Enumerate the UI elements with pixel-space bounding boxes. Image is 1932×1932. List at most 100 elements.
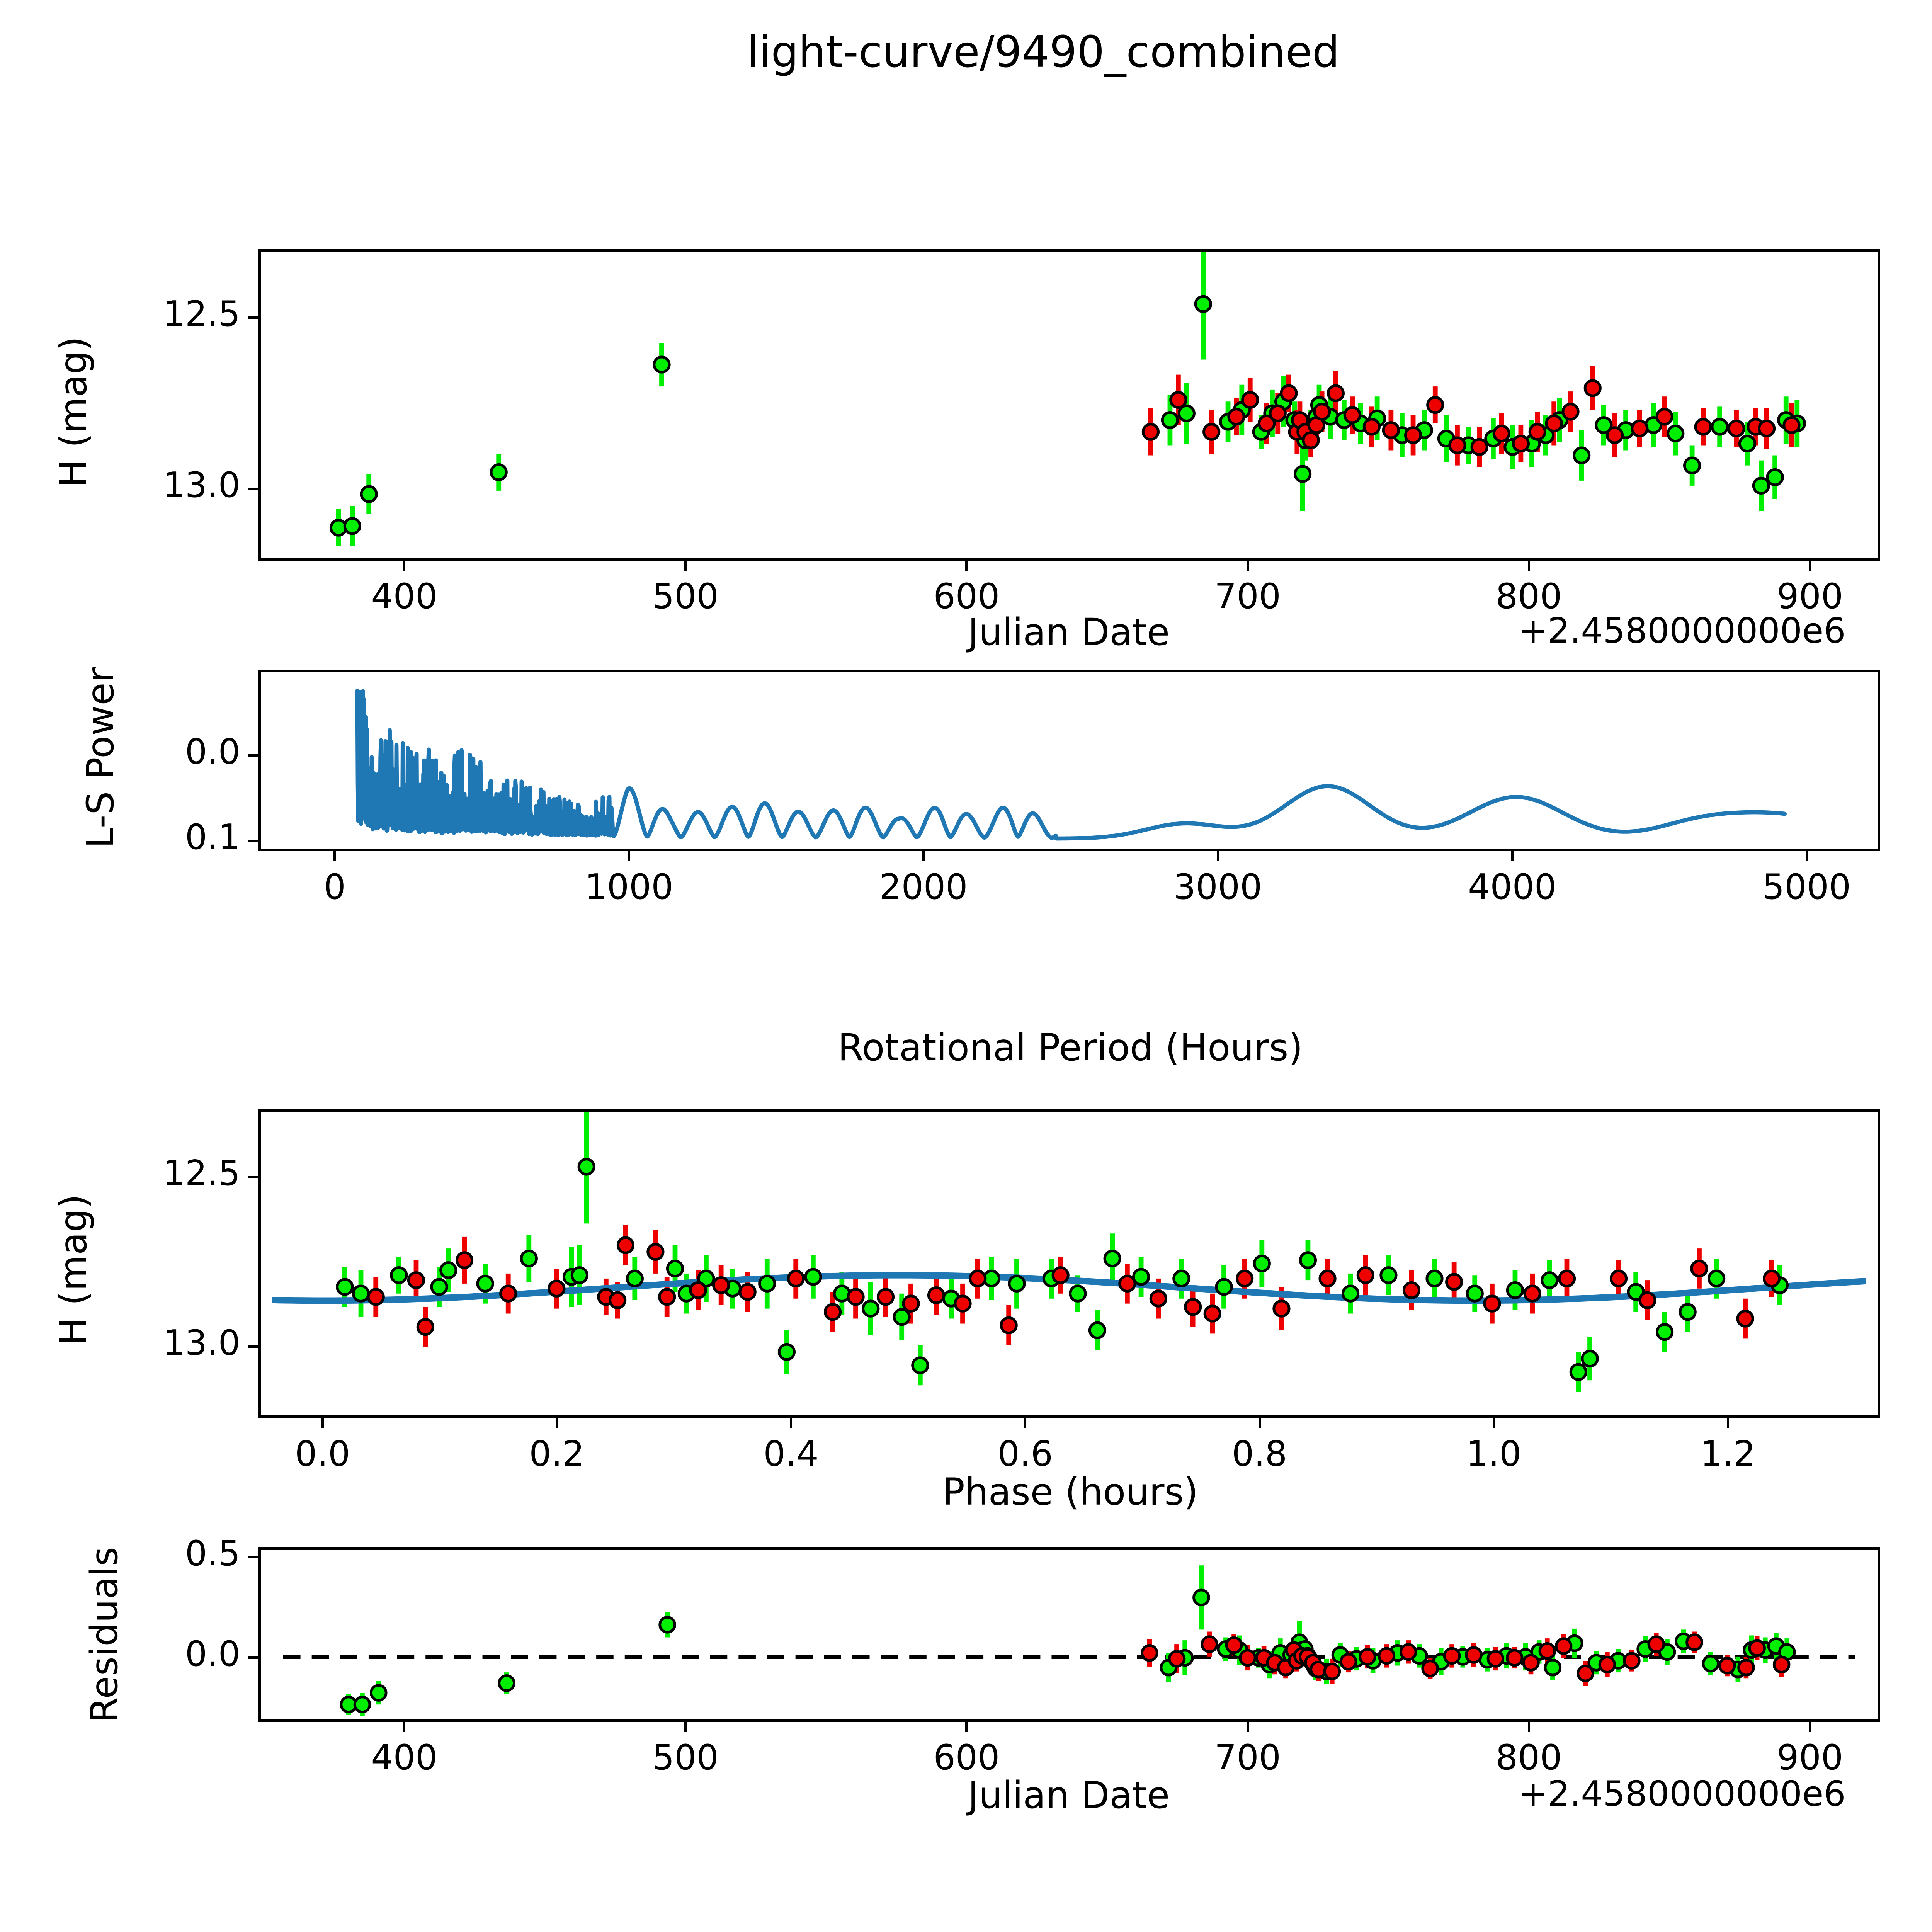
data-point	[1269, 404, 1287, 422]
x-tick-mark	[1527, 1722, 1530, 1732]
data-point	[1253, 1254, 1271, 1273]
data-point	[616, 1236, 635, 1254]
x-tick-label: 400	[371, 576, 438, 617]
data-point	[1299, 1251, 1317, 1269]
data-point	[646, 1243, 665, 1261]
data-point	[1752, 476, 1770, 495]
data-point	[1184, 1298, 1202, 1316]
data-point	[1258, 414, 1276, 432]
data-point	[1425, 1269, 1444, 1287]
data-point	[1194, 295, 1212, 313]
data-point	[1236, 1269, 1254, 1287]
data-point	[1558, 1269, 1576, 1287]
data-point	[1318, 1269, 1337, 1287]
data-point	[1506, 1281, 1524, 1299]
data-point	[1141, 1644, 1158, 1662]
residuals-x-offset-text: +2.4580000000e6	[1519, 1774, 1846, 1814]
x-tick-mark	[1258, 1418, 1261, 1428]
data-point	[352, 1284, 370, 1303]
data-point	[407, 1271, 425, 1289]
data-point	[1727, 419, 1745, 438]
data-point	[1598, 1656, 1616, 1673]
data-point	[1132, 1268, 1150, 1286]
data-point	[1141, 423, 1160, 441]
data-point	[1737, 1658, 1755, 1677]
x-tick-mark	[333, 851, 336, 861]
data-point	[1523, 1284, 1541, 1303]
data-point	[1528, 423, 1546, 441]
data-point	[1339, 1653, 1357, 1671]
data-point	[658, 1288, 676, 1306]
data-point	[1738, 434, 1757, 453]
data-point	[577, 1158, 595, 1176]
lightcurve-x-offset-text: +2.4580000000e6	[1519, 611, 1846, 651]
data-point	[430, 1278, 448, 1296]
x-tick-mark	[684, 1722, 687, 1732]
x-tick-mark	[684, 561, 687, 571]
data-point	[1000, 1316, 1018, 1334]
data-point	[1294, 465, 1312, 483]
x-tick-label: 600	[933, 1737, 1000, 1778]
y-tick-mark	[248, 1556, 258, 1558]
data-point	[1445, 1273, 1463, 1291]
y-tick-label: 13.0	[163, 465, 240, 505]
data-point	[1595, 416, 1613, 434]
data-point	[1561, 403, 1580, 421]
y-tick-mark	[248, 488, 258, 490]
data-point	[1655, 408, 1673, 426]
data-point	[666, 1259, 684, 1278]
x-tick-mark	[1809, 561, 1811, 571]
data-point	[1522, 1654, 1540, 1672]
panel-phasefold	[258, 1109, 1880, 1418]
residuals-plot-area	[261, 1550, 1878, 1719]
data-point	[367, 1288, 385, 1306]
panel-lightcurve	[258, 249, 1880, 561]
data-point	[1359, 1648, 1376, 1666]
y-tick-label: 12.5	[163, 1153, 240, 1194]
data-point	[1448, 436, 1466, 454]
data-point	[1505, 1649, 1524, 1667]
data-point	[1313, 403, 1331, 421]
data-point	[439, 1261, 457, 1279]
x-tick-label: 500	[652, 1737, 719, 1778]
data-point	[1192, 1588, 1210, 1607]
data-point	[1470, 438, 1488, 456]
data-point	[1241, 391, 1259, 409]
phasefold-plot-area	[261, 1112, 1878, 1415]
x-tick-mark	[1809, 1722, 1811, 1732]
data-point	[1711, 418, 1729, 436]
data-point	[1656, 1323, 1674, 1341]
x-tick-label: 1.2	[1700, 1434, 1756, 1474]
data-point	[1772, 1656, 1791, 1673]
data-point	[1426, 396, 1444, 414]
data-point	[1225, 1636, 1243, 1654]
data-point	[1172, 1269, 1190, 1287]
data-point	[777, 1343, 796, 1361]
data-point	[1177, 404, 1196, 422]
data-point	[1690, 1259, 1708, 1278]
x-tick-label: 0.2	[529, 1434, 585, 1474]
data-point	[1541, 1271, 1559, 1289]
data-point	[416, 1318, 434, 1336]
x-tick-mark	[965, 1722, 968, 1732]
x-tick-mark	[1511, 851, 1514, 861]
x-tick-mark	[1527, 561, 1530, 571]
data-point	[1443, 1647, 1461, 1665]
x-tick-label: 0.6	[997, 1434, 1053, 1474]
x-tick-label: 2000	[879, 867, 968, 907]
x-tick-label: 1.0	[1466, 1434, 1522, 1474]
data-point	[689, 1281, 707, 1299]
data-point	[1378, 1647, 1396, 1665]
x-tick-label: 0	[323, 867, 346, 907]
periodogram-line	[355, 689, 1787, 841]
data-point	[390, 1266, 408, 1284]
y-tick-label: 12.5	[163, 294, 240, 335]
y-tick-label: 0.0	[185, 731, 240, 772]
x-tick-mark	[965, 561, 968, 571]
x-tick-mark	[628, 851, 630, 861]
x-tick-mark	[1492, 1418, 1495, 1428]
data-point	[353, 1696, 371, 1714]
x-tick-label: 3000	[1173, 867, 1262, 907]
phasefold-xlabel: Phase (hours)	[942, 1470, 1198, 1514]
